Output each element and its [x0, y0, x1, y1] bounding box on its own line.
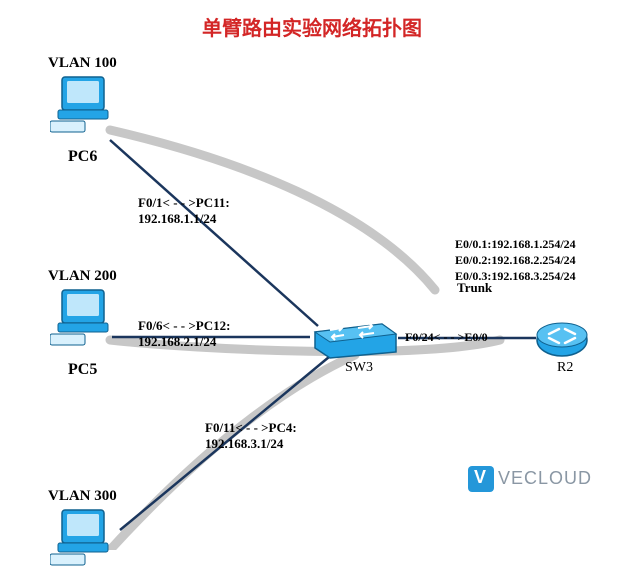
- pc-name-pc5: PC5: [68, 361, 97, 379]
- pc-name-pc6: PC6: [68, 148, 97, 166]
- link-label-pc5: F0/6< - - >PC12: 192.168.2.1/24: [138, 318, 230, 351]
- link-label-pc6: F0/1< - - >PC11: 192.168.1.1/24: [138, 195, 230, 228]
- brand-box-icon: [468, 466, 494, 492]
- vlan-label-pc5: VLAN 200: [48, 268, 117, 285]
- link-label-pc4: F0/11< - - >PC4: 192.168.3.1/24: [205, 420, 297, 453]
- vlan-label-pc4: VLAN 300: [48, 488, 117, 505]
- pc-icon: [50, 508, 120, 573]
- router-name: R2: [557, 360, 573, 376]
- brand-logo: VECLOUD: [468, 466, 592, 492]
- router-icon: [535, 320, 590, 360]
- pc-icon: [50, 288, 120, 353]
- diagram-title: 单臂路由实验网络拓扑图: [202, 12, 422, 41]
- switch-name: SW3: [345, 360, 373, 376]
- switch-icon: [310, 320, 400, 360]
- pc-icon: [50, 75, 120, 140]
- router-subif-block: E0/0.1:192.168.1.254/24 E0/0.2:192.168.2…: [455, 236, 576, 285]
- vlan-label-pc6: VLAN 100: [48, 55, 117, 72]
- link-label-trunk-port: F0/24< - - >E0/0: [405, 330, 488, 345]
